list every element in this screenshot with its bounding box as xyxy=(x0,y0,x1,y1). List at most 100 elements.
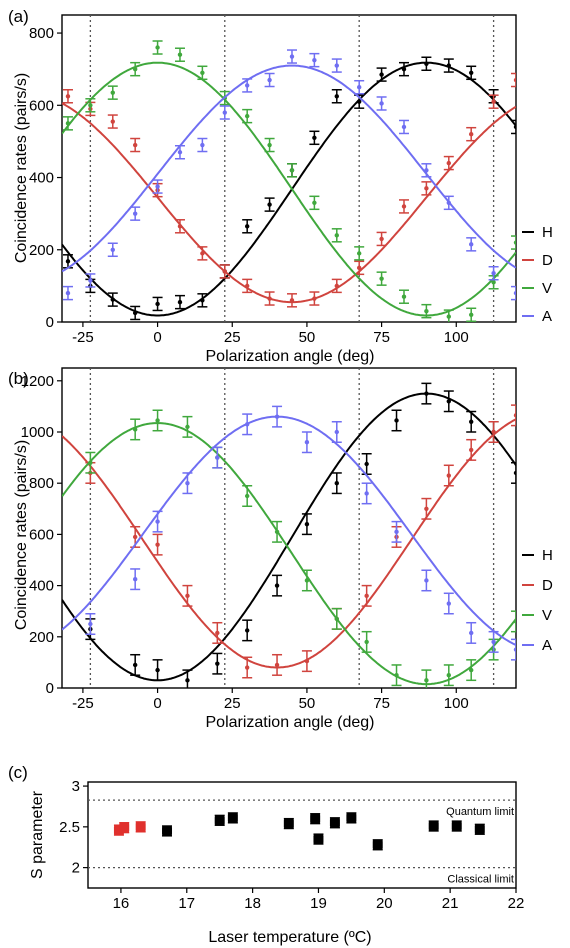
data-point-0-D-0 xyxy=(65,94,71,99)
data-point-0-D-11 xyxy=(312,296,317,301)
y-tick-label-2-0: 2 xyxy=(72,860,80,877)
y-tick-label-1-3: 600 xyxy=(29,526,54,543)
data-point-0-D-13 xyxy=(356,265,362,271)
series-0-H xyxy=(62,56,516,321)
x-tick-label-1-1: 0 xyxy=(153,695,161,712)
data-point-1-V-15 xyxy=(513,619,516,624)
x-tick-label-1-3: 50 xyxy=(299,695,316,712)
data-point-0-H-17 xyxy=(446,63,451,68)
hline-label-0: Quantum limit xyxy=(446,806,514,818)
data-point-1-A-5 xyxy=(244,422,250,427)
data-point-1-V-5 xyxy=(244,493,250,499)
data-point-1-A-1 xyxy=(132,577,138,582)
s-point-7 xyxy=(310,813,321,824)
panel-a-ylabel: Coincidence rates (pairs/s) xyxy=(13,73,30,263)
x-tick-label-2-4: 20 xyxy=(376,895,393,912)
panel-b-ylabel: Coincidence rates (pairs/s) xyxy=(13,440,30,630)
data-point-0-H-6 xyxy=(200,298,205,303)
data-point-0-V-4 xyxy=(155,45,160,50)
data-point-0-D-20 xyxy=(513,77,516,83)
data-point-1-H-1 xyxy=(132,662,138,668)
data-point-0-A-1 xyxy=(88,278,93,283)
data-point-0-D-5 xyxy=(177,224,183,229)
data-point-0-D-3 xyxy=(132,142,138,148)
legend-label-1-H: H xyxy=(542,547,553,564)
data-point-0-D-17 xyxy=(446,160,451,166)
data-point-0-H-9 xyxy=(267,202,272,207)
data-point-1-V-6 xyxy=(274,529,280,535)
data-point-1-V-3 xyxy=(185,424,190,430)
s-point-13 xyxy=(451,821,462,832)
data-point-1-V-10 xyxy=(394,673,399,678)
s-point-10 xyxy=(346,812,357,823)
data-point-1-A-4 xyxy=(215,455,220,460)
data-point-0-A-11 xyxy=(312,57,317,63)
data-point-0-H-8 xyxy=(244,224,250,229)
panel-c-label: (c) xyxy=(8,763,28,782)
x-tick-label-1-0: -25 xyxy=(72,695,94,712)
data-point-0-V-5 xyxy=(177,52,183,57)
data-point-1-V-11 xyxy=(424,678,429,683)
data-point-1-A-15 xyxy=(513,647,516,652)
data-point-1-A-6 xyxy=(274,414,280,419)
legend-label-0-V: V xyxy=(542,280,552,297)
s-point-14 xyxy=(474,824,485,835)
legend-label-1-A: A xyxy=(542,637,552,654)
data-point-1-H-2 xyxy=(155,667,160,673)
data-point-0-H-16 xyxy=(424,61,429,66)
data-point-0-A-7 xyxy=(222,110,227,115)
s-point-5 xyxy=(227,812,238,823)
data-point-0-H-4 xyxy=(155,301,160,307)
data-point-0-A-8 xyxy=(244,83,250,88)
panel-c: (c) S parameter Laser temperature (ºC) 1… xyxy=(8,763,524,946)
data-point-1-H-8 xyxy=(334,481,339,486)
fit-curve-1-D xyxy=(62,418,516,669)
data-point-1-D-13 xyxy=(468,447,474,453)
data-point-1-H-12 xyxy=(446,399,451,404)
data-point-0-A-4 xyxy=(155,184,160,189)
data-point-0-A-6 xyxy=(200,142,205,148)
data-point-1-V-1 xyxy=(132,427,138,432)
data-point-0-V-11 xyxy=(312,200,317,206)
data-point-1-H-6 xyxy=(274,583,280,588)
x-tick-label-0-5: 100 xyxy=(444,329,469,346)
data-point-1-D-2 xyxy=(155,542,160,547)
data-point-1-V-13 xyxy=(468,667,474,673)
data-point-1-H-10 xyxy=(394,418,399,423)
data-point-0-A-10 xyxy=(289,54,295,59)
data-point-1-A-7 xyxy=(304,440,310,445)
s-point-4 xyxy=(214,815,225,826)
data-point-1-D-9 xyxy=(364,593,369,599)
x-tick-label-2-2: 18 xyxy=(244,895,261,912)
data-point-0-A-17 xyxy=(446,200,451,206)
data-point-0-H-13 xyxy=(356,99,362,104)
panel-b-xlabel: Polarization angle (deg) xyxy=(206,714,375,731)
y-tick-label-0-1: 200 xyxy=(29,242,54,259)
plot-frame-2 xyxy=(87,781,517,889)
data-point-1-D-1 xyxy=(132,534,138,540)
panel-a-xlabel: Polarization angle (deg) xyxy=(206,348,375,365)
data-point-1-D-11 xyxy=(424,506,429,511)
data-point-1-A-13 xyxy=(468,630,474,636)
data-point-1-V-12 xyxy=(446,673,451,678)
data-point-1-V-8 xyxy=(334,616,339,622)
data-point-0-H-5 xyxy=(177,299,183,305)
data-point-1-D-7 xyxy=(304,658,310,664)
data-point-1-A-0 xyxy=(88,621,93,627)
data-point-0-V-17 xyxy=(446,314,451,319)
fit-curve-1-V xyxy=(62,421,516,686)
data-point-0-A-16 xyxy=(424,168,429,173)
data-point-1-V-0 xyxy=(88,460,93,465)
data-point-1-A-2 xyxy=(155,519,160,524)
data-point-1-D-4 xyxy=(215,630,220,636)
data-point-0-A-14 xyxy=(379,101,384,106)
data-point-1-D-14 xyxy=(491,429,496,435)
series-1-A xyxy=(62,405,516,661)
x-tick-label-2-6: 22 xyxy=(508,895,525,912)
fit-curve-1-H xyxy=(62,392,516,682)
x-tick-label-0-3: 50 xyxy=(299,329,316,346)
data-point-0-V-16 xyxy=(424,308,429,314)
data-point-0-A-0 xyxy=(65,290,71,296)
data-point-0-A-12 xyxy=(334,63,339,68)
y-tick-label-1-4: 800 xyxy=(29,475,54,492)
